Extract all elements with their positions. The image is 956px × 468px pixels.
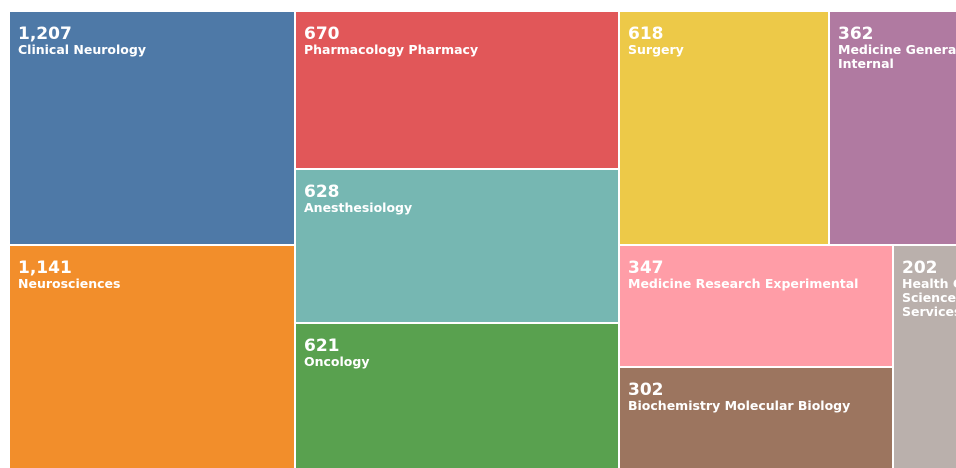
value-label: 670 bbox=[304, 24, 340, 44]
treemap-cell: 621 Oncology bbox=[296, 324, 618, 468]
treemap-cell: 362 Medicine General Internal bbox=[830, 12, 956, 244]
category-label: Medicine General Internal bbox=[838, 42, 956, 71]
value-label: 347 bbox=[628, 258, 664, 278]
treemap-cell: 628 Anesthesiology bbox=[296, 170, 618, 322]
value-label: 618 bbox=[628, 24, 664, 44]
value-label: 621 bbox=[304, 336, 340, 356]
treemap-cell: 302 Biochemistry Molecular Biology bbox=[620, 368, 892, 468]
treemap-cell: 1,141 Neurosciences bbox=[10, 246, 294, 468]
category-label: Neurosciences bbox=[18, 276, 121, 291]
category-label: Health Care Sciences Services bbox=[902, 276, 956, 319]
category-label: Anesthesiology bbox=[304, 200, 413, 215]
treemap-cell: 670 Pharmacology Pharmacy bbox=[296, 12, 618, 168]
category-label: Clinical Neurology bbox=[18, 42, 146, 57]
category-label: Pharmacology Pharmacy bbox=[304, 42, 479, 57]
value-label: 362 bbox=[838, 24, 874, 44]
value-label: 628 bbox=[304, 182, 340, 202]
value-label: 1,141 bbox=[18, 258, 72, 278]
category-label: Surgery bbox=[628, 42, 684, 57]
category-label: Biochemistry Molecular Biology bbox=[628, 398, 851, 413]
treemap-cell: 347 Medicine Research Experimental bbox=[620, 246, 892, 366]
value-label: 1,207 bbox=[18, 24, 72, 44]
treemap-cell: 1,207 Clinical Neurology bbox=[10, 12, 294, 244]
category-label: Oncology bbox=[304, 354, 370, 369]
value-label: 202 bbox=[902, 258, 938, 278]
treemap-cell: 618 Surgery bbox=[620, 12, 828, 244]
value-label: 302 bbox=[628, 380, 664, 400]
category-label: Medicine Research Experimental bbox=[628, 276, 859, 291]
